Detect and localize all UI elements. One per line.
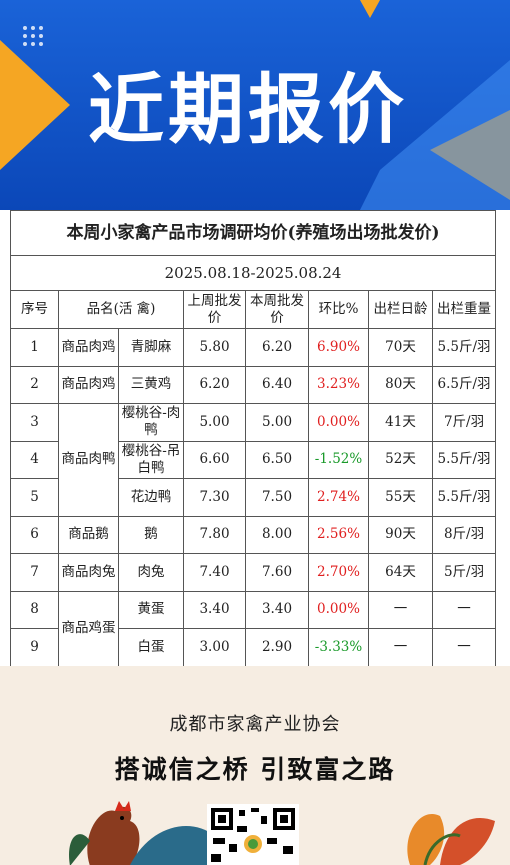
table-row: 6 商品鹅鹅 7.80 8.00 2.56% 90天 8斤/羽 [10, 515, 497, 554]
item-name: 黄蛋 [118, 590, 184, 629]
footer: 成都市家禽产业协会 搭诚信之桥 引致富之路 [0, 666, 510, 865]
table-row: 3 商品肉鸭 樱桃谷-肉 鸭 5.00 5.00 0.00% 41天 7斤/羽 [10, 403, 497, 517]
slaughter-age: 90天 [368, 515, 433, 554]
price-table: 本周小家禽产品市场调研均价(养殖场出场批发价) 2025.08.18-2025.… [9, 210, 497, 667]
slaughter-age: 一 [368, 590, 433, 629]
header-cell: 序号 [10, 290, 59, 329]
this-week-price: 3.40 [245, 590, 309, 629]
last-week-price: 7.30 [183, 478, 246, 517]
row-number: 2 [10, 365, 59, 404]
header-cell: 本周批发价 [245, 290, 309, 329]
change-percent: 6.90% [308, 328, 369, 367]
change-percent: 0.00% [308, 590, 369, 629]
row-number: 5 [10, 478, 59, 517]
item-name: 鹅 [118, 515, 184, 554]
group-name: 商品肉鸭 [58, 403, 119, 517]
table-row: 7 商品肉兔 肉兔 7.40 7.60 2.70% 64天 5斤/羽 [10, 553, 497, 592]
group-name: 商品肉兔 [58, 553, 119, 592]
item-name: 花边鸭 [118, 478, 184, 517]
row-number: 1 [10, 328, 59, 367]
change-percent: -3.33% [308, 628, 369, 667]
this-week-price: 6.50 [245, 440, 309, 479]
this-week-price: 7.60 [245, 553, 309, 592]
row-number: 7 [10, 553, 59, 592]
last-week-price: 6.20 [183, 365, 246, 404]
last-week-price: 5.80 [183, 328, 246, 367]
group-name: 商品鸡蛋 [58, 590, 119, 667]
table-row: 5 花边鸭 7.30 7.50 2.74% 55天 5.5斤/羽 [10, 478, 497, 517]
this-week-price: 8.00 [245, 515, 309, 554]
item-name: 肉兔 [118, 553, 184, 592]
table-title: 本周小家禽产品市场调研均价(养殖场出场批发价) [9, 210, 497, 256]
last-week-price: 5.00 [183, 403, 246, 442]
footer-decor [69, 801, 495, 865]
this-week-price: 7.50 [245, 478, 309, 517]
this-week-price: 2.90 [245, 628, 309, 667]
last-week-price: 7.40 [183, 553, 246, 592]
change-percent: -1.52% [308, 440, 369, 479]
footer-slogan: 搭诚信之桥 引致富之路 [114, 755, 396, 784]
header-cell: 出栏日龄 [368, 290, 433, 329]
item-name: 三黄鸡 [118, 365, 184, 404]
row-number: 3 [10, 403, 59, 442]
slaughter-weight: 5.5斤/羽 [431, 478, 497, 517]
table-row: 9 白蛋 3.00 2.90 -3.33% 一一 [10, 628, 497, 667]
slaughter-weight: 5斤/羽 [431, 553, 497, 592]
row-number: 4 [10, 440, 59, 479]
group-name: 商品鹅 [58, 515, 119, 554]
table-row: 1 商品肉鸡 青脚麻 5.80 6.20 6.90% 70天 5.5斤/羽 [10, 328, 497, 367]
banner: 近期报价 [0, 0, 510, 210]
change-percent: 2.74% [308, 478, 369, 517]
row-number: 9 [10, 628, 59, 667]
slaughter-weight: 5.5斤/羽 [431, 440, 497, 479]
slaughter-age: 80天 [368, 365, 433, 404]
table-row: 4 樱桃谷-吊白鸭 6.60 6.50 -1.52% 52天 5.5斤/羽 [10, 440, 497, 479]
slaughter-age: 55天 [368, 478, 433, 517]
group-name: 商品肉鸡 [58, 328, 119, 367]
this-week-price: 5.00 [245, 403, 309, 442]
header-cell: 环比% [308, 290, 369, 329]
footer-org: 成都市家禽产业协会 [169, 714, 341, 735]
slaughter-weight: 8斤/羽 [431, 515, 497, 554]
slaughter-weight: 一 [431, 628, 497, 667]
change-percent: 3.23% [308, 365, 369, 404]
last-week-price: 3.00 [183, 628, 246, 667]
group-name: 商品肉鸡 [58, 365, 119, 404]
slaughter-weight: 一 [431, 590, 497, 629]
header-cell: 出栏重量 [431, 290, 497, 329]
slaughter-age: 64天 [368, 553, 433, 592]
banner-title: 近期报价 [88, 65, 408, 154]
row-number: 6 [10, 515, 59, 554]
banner-decor [0, 0, 510, 210]
slaughter-age: 70天 [368, 328, 433, 367]
table-row: 8 商品鸡蛋 黄蛋 3.40 3.40 0.00% 一一 [10, 590, 497, 667]
item-name: 樱桃谷-吊白鸭 [118, 440, 184, 479]
item-name: 樱桃谷-肉 鸭 [118, 403, 184, 442]
table-row: 2 商品肉鸡 三黄鸡 6.20 6.40 3.23% 80天 6.5斤/羽 [10, 365, 497, 404]
last-week-price: 3.40 [183, 590, 246, 629]
change-percent: 0.00% [308, 403, 369, 442]
header-cell: 品名(活 禽) [58, 290, 184, 329]
slaughter-age: 41天 [368, 403, 433, 442]
header-cell: 上周批发价 [183, 290, 246, 329]
item-name: 白蛋 [118, 628, 184, 667]
table-date: 2025.08.18-2025.08.24 [9, 255, 497, 291]
slaughter-weight: 6.5斤/羽 [431, 365, 497, 404]
item-name: 青脚麻 [118, 328, 184, 367]
change-percent: 2.70% [308, 553, 369, 592]
last-week-price: 6.60 [183, 440, 246, 479]
this-week-price: 6.40 [245, 365, 309, 404]
this-week-price: 6.20 [245, 328, 309, 367]
slaughter-weight: 7斤/羽 [431, 403, 497, 442]
slaughter-weight: 5.5斤/羽 [431, 328, 497, 367]
change-percent: 2.56% [308, 515, 369, 554]
slaughter-age: 52天 [368, 440, 433, 479]
slaughter-age: 一 [368, 628, 433, 667]
row-number: 8 [10, 590, 59, 629]
last-week-price: 7.80 [183, 515, 246, 554]
